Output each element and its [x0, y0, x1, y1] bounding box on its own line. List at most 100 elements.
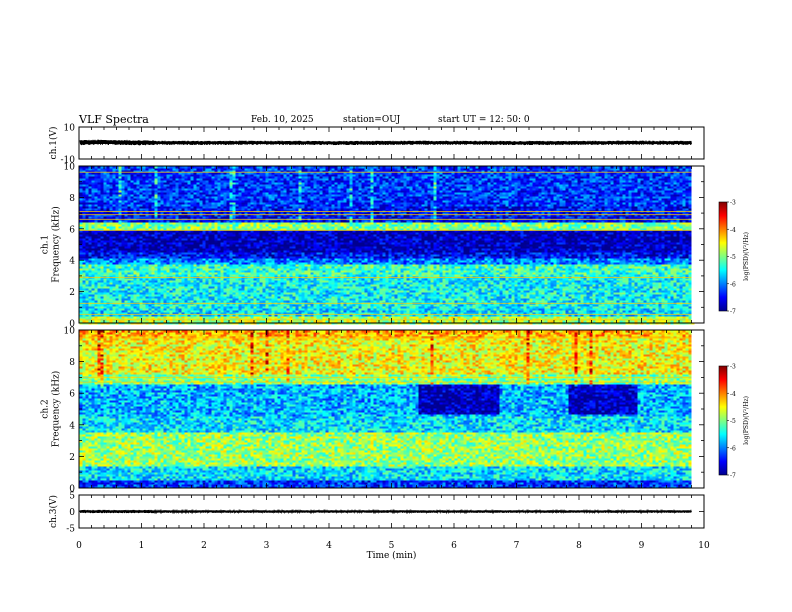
spectrogram-cell	[94, 172, 98, 175]
spectrogram-cell	[193, 298, 197, 301]
spectrogram-cell	[220, 280, 224, 283]
spectrogram-cell	[214, 282, 218, 285]
spectrogram-cell	[265, 304, 269, 307]
spectrogram-cell	[127, 282, 131, 285]
spectrogram-cell	[91, 220, 95, 223]
spectrogram-cell	[142, 260, 146, 263]
spectrogram-cell	[175, 314, 179, 317]
spectrogram-cell	[241, 270, 245, 273]
spectrogram-cell	[169, 226, 173, 229]
spectrogram-cell	[205, 194, 209, 197]
spectrogram-cell	[208, 200, 212, 203]
spectrogram-cell	[91, 312, 95, 315]
spectrogram-cell	[106, 174, 110, 177]
spectrogram-cell	[100, 282, 104, 285]
spectrogram-cell	[202, 230, 206, 233]
spectrogram-cell	[100, 176, 104, 179]
spectrogram-cell	[121, 286, 125, 289]
spectrogram-cell	[244, 242, 248, 245]
spectrogram-cell	[97, 260, 101, 263]
spectrogram-cell	[262, 314, 266, 317]
spectrogram-cell	[220, 288, 224, 291]
spectrogram-cell	[241, 242, 245, 245]
spectrogram-cell	[238, 168, 242, 171]
spectrogram-cell	[184, 296, 188, 299]
spectrogram-cell	[106, 308, 110, 311]
spectrogram-cell	[145, 278, 149, 281]
spectrogram-cell	[115, 284, 119, 287]
spectrogram-cell	[184, 190, 188, 193]
spectrogram-cell	[169, 280, 173, 283]
spectrogram-cell	[148, 288, 152, 291]
spectrogram-cell	[253, 260, 257, 263]
spectrogram-cell	[142, 306, 146, 309]
spectrogram-cell	[175, 270, 179, 273]
spectrogram-cell	[94, 200, 98, 203]
spectrogram-cell	[130, 270, 134, 273]
spectrogram-cell	[262, 204, 266, 207]
spectrogram-cell	[244, 206, 248, 209]
spectrogram-cell	[199, 238, 203, 241]
spectrogram-cell	[82, 320, 86, 323]
spectrogram-cell	[250, 182, 254, 185]
spectrogram-cell	[133, 238, 137, 241]
spectrogram-cell	[109, 314, 113, 317]
spectrogram-cell	[211, 200, 215, 203]
spectrogram-cell	[256, 274, 260, 277]
spectrogram-cell	[172, 306, 176, 309]
spectrogram-cell	[241, 252, 245, 255]
spectrogram-cell	[79, 252, 83, 255]
spectrogram-cell	[193, 168, 197, 171]
spectrogram-cell	[187, 170, 191, 173]
spectrogram-cell	[196, 240, 200, 243]
spectrogram-cell	[196, 280, 200, 283]
spectrogram-cell	[127, 256, 131, 259]
spectrogram-cell	[121, 310, 125, 313]
spectrogram-cell	[85, 230, 89, 233]
spectrogram-cell	[229, 246, 233, 249]
spectrogram-cell	[127, 234, 131, 237]
spectrogram-cell	[133, 312, 137, 315]
spectrogram-cell	[109, 268, 113, 271]
spectrogram-cell	[94, 290, 98, 293]
spectrogram-cell	[193, 252, 197, 255]
spectrogram-cell	[187, 262, 191, 265]
spectrogram-cell	[181, 292, 185, 295]
spectrogram-cell	[250, 304, 254, 307]
spectrogram-cell	[178, 188, 182, 191]
spectrogram-cell	[220, 172, 224, 175]
spectrogram-cell	[181, 188, 185, 191]
spectrogram-cell	[121, 226, 125, 229]
spectrogram-cell	[217, 280, 221, 283]
spectrogram-cell	[187, 260, 191, 263]
spectrogram-cell	[235, 254, 239, 257]
spectrogram-cell	[202, 178, 206, 181]
spectrogram-cell	[148, 200, 152, 203]
spectrogram-cell	[208, 304, 212, 307]
spectrogram-cell	[193, 320, 197, 323]
spectrogram-cell	[160, 238, 164, 241]
spectrogram-cell	[115, 312, 119, 315]
spectrogram-cell	[196, 220, 200, 223]
spectrogram-cell	[259, 208, 263, 211]
spectrogram-cell	[193, 188, 197, 191]
spectrogram-cell	[214, 172, 218, 175]
spectrogram-cell	[124, 242, 128, 245]
spectrogram-cell	[202, 260, 206, 263]
spectrogram-cell	[241, 186, 245, 189]
spectrogram-cell	[94, 206, 98, 209]
spectrogram-cell	[211, 286, 215, 289]
spectrogram-cell	[169, 286, 173, 289]
spectrogram-cell	[226, 230, 230, 233]
spectrogram-cell	[205, 168, 209, 171]
spectrogram-cell	[220, 310, 224, 313]
spectrogram-cell	[88, 182, 92, 185]
spectrogram-cell	[151, 220, 155, 223]
spectrogram-cell	[112, 304, 116, 307]
spectrogram-cell	[94, 180, 98, 183]
spectrogram-cell	[151, 192, 155, 195]
spectrogram-cell	[208, 272, 212, 275]
spectrogram-cell	[202, 272, 206, 275]
spectrogram-cell	[160, 304, 164, 307]
spectrogram-cell	[226, 320, 230, 323]
